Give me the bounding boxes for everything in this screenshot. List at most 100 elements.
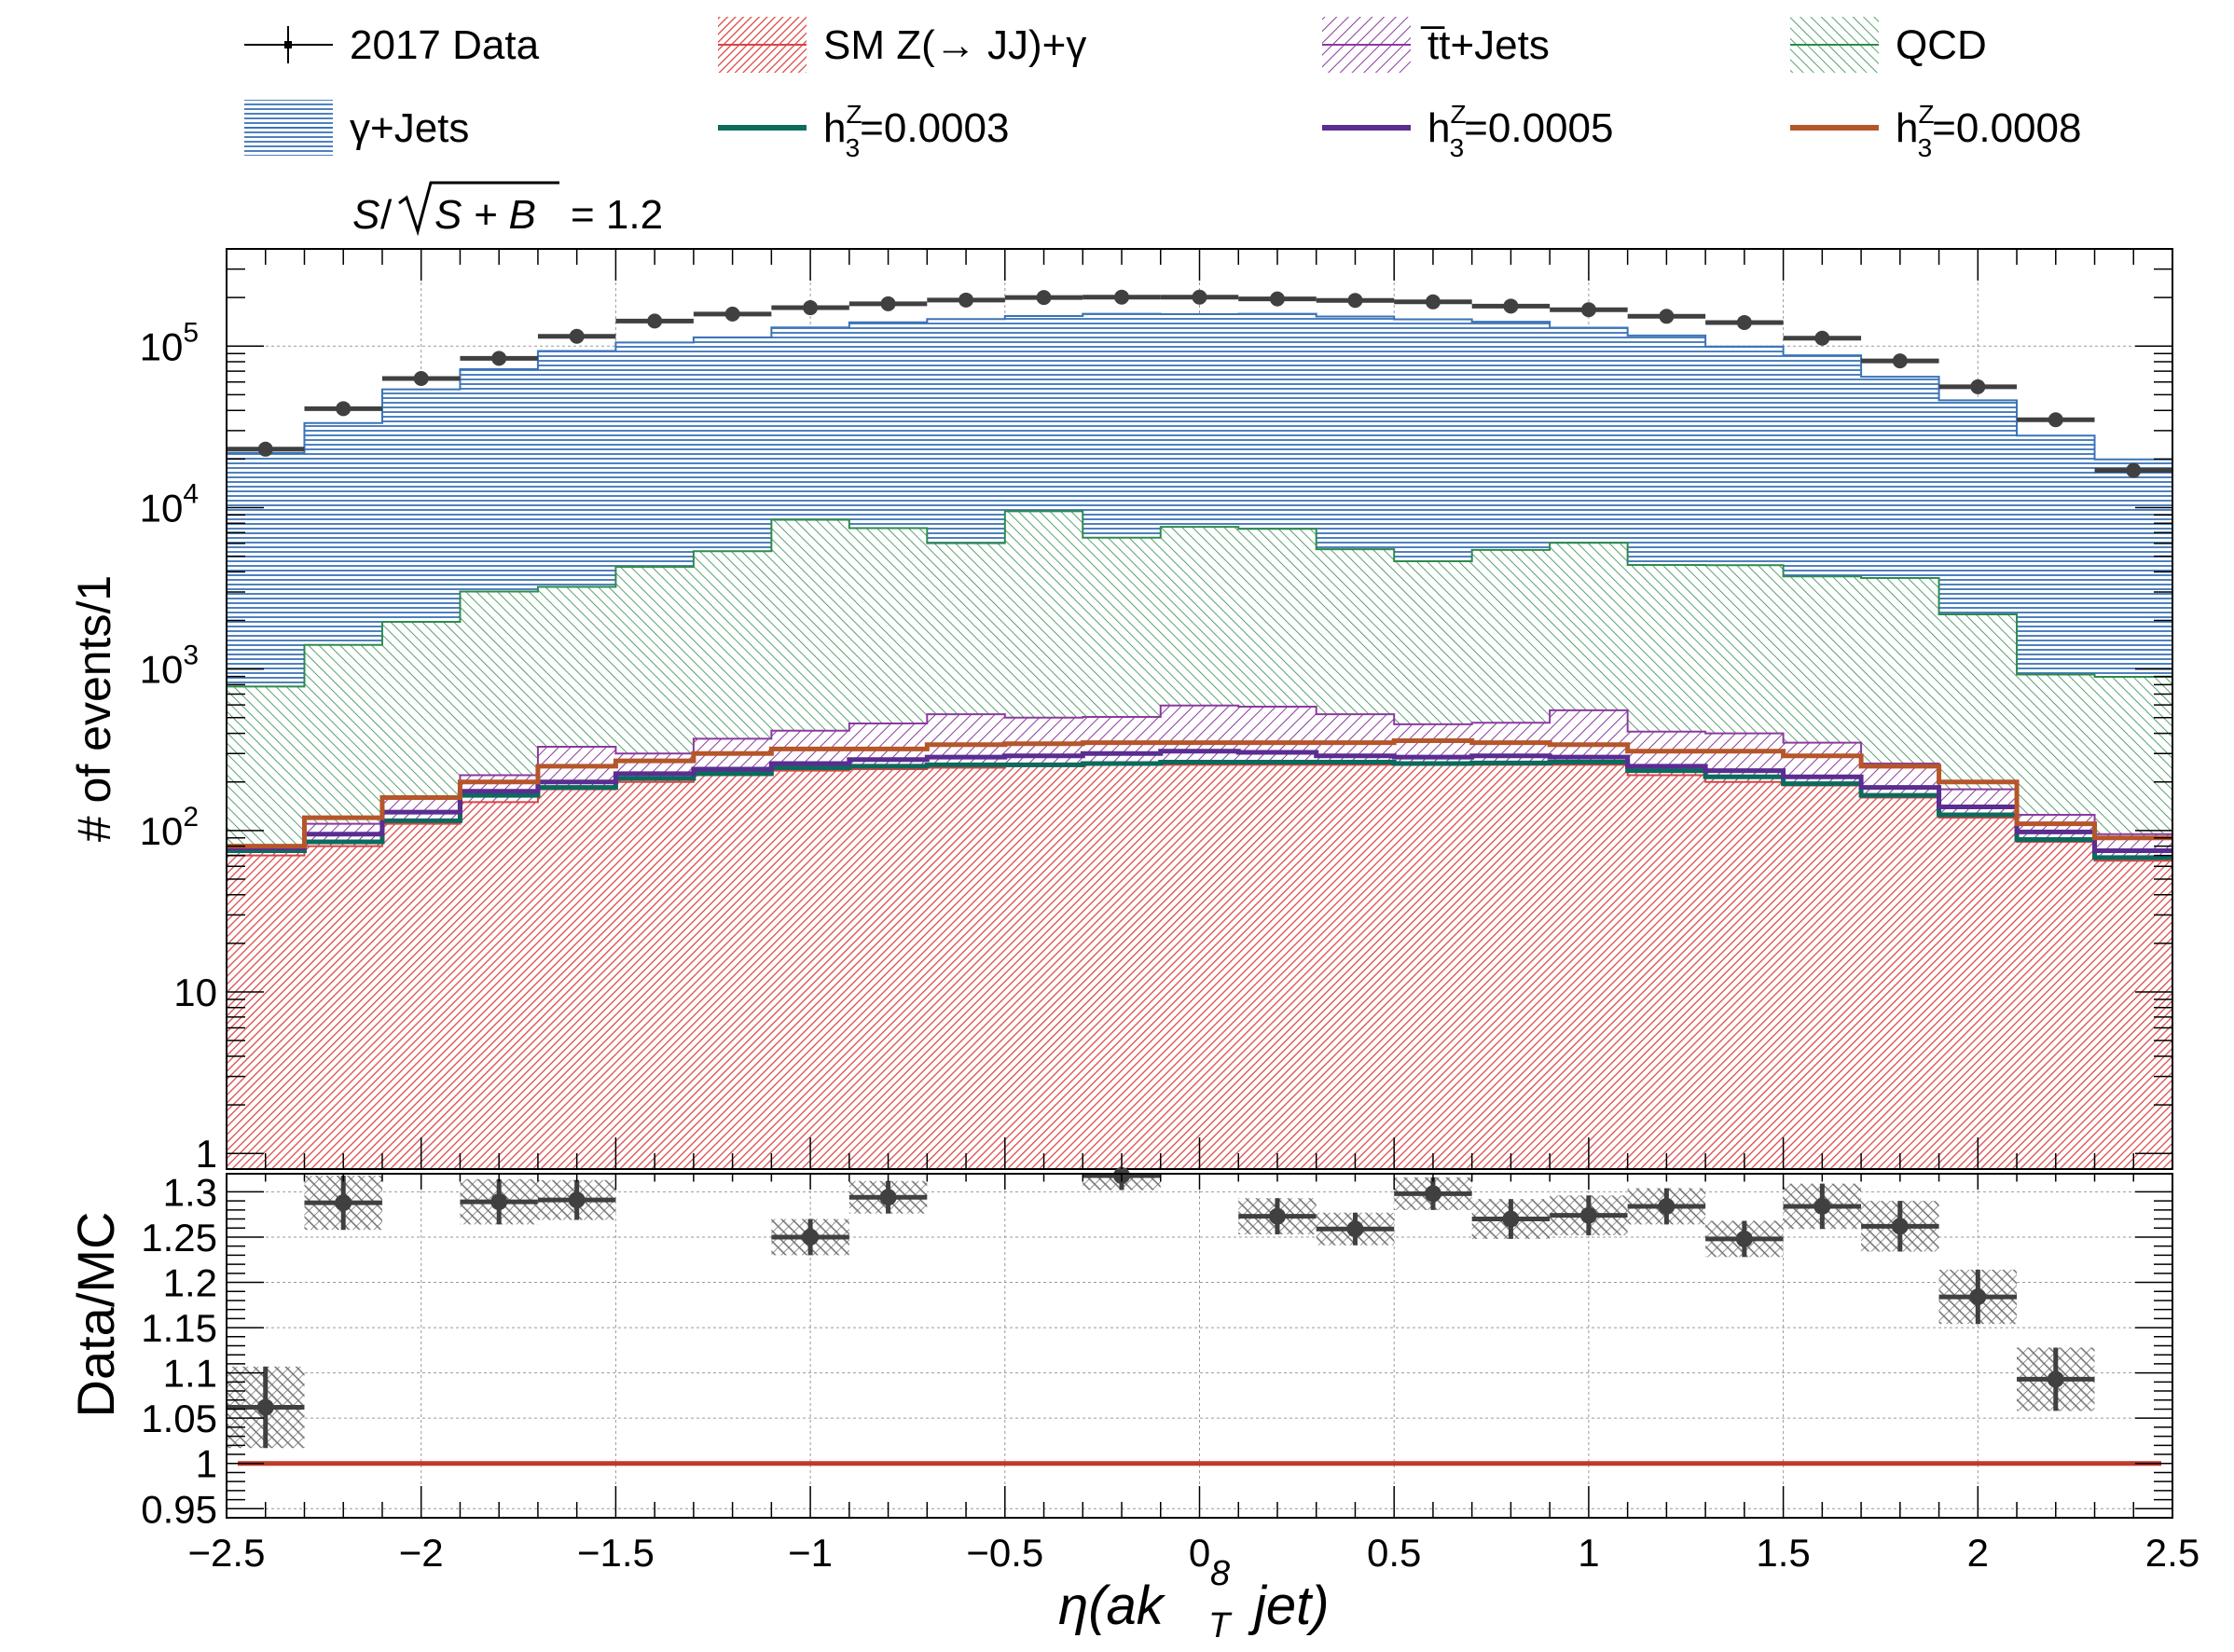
stack-bin — [1471, 764, 1551, 1169]
legend-label: SM Z(→ JJ)+γ — [823, 22, 1086, 68]
legend-item: SM Z(→ JJ)+γ — [718, 17, 1086, 73]
data-point — [2126, 462, 2142, 478]
legend-item: hZ 3=0.0005 — [1322, 100, 1613, 162]
legend-label: t̅t+Jets — [1421, 22, 1550, 68]
top-y-axis: 1 10 102 103 104 105 — [140, 248, 2172, 1176]
stack-bin — [1160, 764, 1239, 1169]
ratio-x-tick-label: 1 — [1578, 1531, 1599, 1575]
significance-label: S / S + B = 1.2 — [352, 181, 663, 238]
stack-bin — [1861, 797, 1940, 1169]
data-point — [1580, 302, 1596, 318]
ratio-y-tick-label: 1.15 — [141, 1306, 217, 1350]
x-axis-title-sub: T — [1208, 1606, 1233, 1645]
stack-bin — [1783, 785, 1862, 1169]
stack-bin — [227, 855, 305, 1169]
ratio-point-group — [848, 1180, 928, 1214]
legend-item: QCD — [1790, 17, 1987, 73]
data-point — [2048, 412, 2063, 428]
stack-bin — [1316, 764, 1395, 1169]
data-point — [1659, 309, 1675, 324]
data-point — [1736, 314, 1752, 330]
ratio-point — [1658, 1197, 1676, 1215]
ratio-x-tick-label: −2.5 — [188, 1531, 266, 1575]
ratio-x-tick-label: −1 — [788, 1531, 833, 1575]
ratio-y-axis-title: Data/MC — [66, 1212, 125, 1418]
significance-denominator: S + B — [434, 192, 536, 238]
data-point — [1269, 291, 1285, 307]
x-axis-title-sup: 8 — [1210, 1554, 1230, 1593]
stack-bin — [460, 802, 539, 1169]
data-point — [1425, 294, 1441, 310]
signal-line — [227, 749, 2172, 853]
ratio-y-tick-label: 1.1 — [163, 1352, 217, 1396]
ratio-point-group — [1783, 1183, 1862, 1230]
ratio-x-tick-label: 0 — [1189, 1531, 1210, 1575]
ratio-point-group — [1550, 1195, 1628, 1236]
ratio-point — [879, 1189, 897, 1206]
data-point — [647, 313, 663, 329]
ratio-x-tick-label: 2.5 — [2145, 1531, 2200, 1575]
stack-bin — [1938, 818, 2018, 1169]
stack-bin — [381, 823, 461, 1169]
ratio-point — [1268, 1207, 1286, 1225]
stack-bin — [1083, 764, 1162, 1169]
ratio-y-tick-label: 1.25 — [141, 1216, 217, 1260]
data-point — [1814, 330, 1830, 346]
legend-label: 2017 Data — [350, 22, 540, 68]
top-y-axis-title: # of events/1 — [68, 575, 120, 842]
data-point — [257, 441, 273, 457]
top-y-tick-label: 102 — [140, 802, 199, 853]
ratio-y-tick-label: 1.2 — [163, 1261, 217, 1305]
data-point — [569, 328, 585, 344]
ratio-point-group — [304, 1175, 382, 1231]
stack-bin — [2017, 842, 2096, 1169]
data-point — [1036, 290, 1052, 306]
ratio-point — [2047, 1370, 2064, 1388]
stack-outline — [227, 510, 2172, 688]
ratio-x-tick-label: 1.5 — [1756, 1531, 1810, 1575]
stack-bin — [1705, 781, 1785, 1169]
ratio-point — [1969, 1288, 1987, 1306]
significance-value: = 1.2 — [571, 192, 663, 238]
stack-outline — [227, 704, 2172, 847]
data-point — [1503, 298, 1519, 314]
signal-line — [227, 737, 2172, 849]
data-point — [413, 371, 429, 387]
legend-label: γ+Jets — [350, 105, 469, 151]
ratio-point — [1891, 1218, 1909, 1235]
stack-bin — [615, 781, 695, 1169]
ratio-point-group — [2017, 1347, 2095, 1411]
data-point — [724, 306, 740, 322]
main-histogram-panel: 1 10 102 103 104 105 # of events/1 — [68, 248, 2173, 1176]
stack-outline — [227, 312, 2172, 461]
ratio-point — [802, 1228, 820, 1246]
data-points — [227, 289, 2172, 478]
legend-item: γ+Jets — [244, 100, 469, 156]
stack-hatch-red — [227, 764, 2173, 1169]
stack-bin — [927, 767, 1006, 1169]
stack-bin — [304, 846, 383, 1169]
ratio-point-group — [1238, 1198, 1317, 1235]
ratio-point — [568, 1191, 586, 1209]
ratio-point — [490, 1193, 508, 1211]
data-point — [336, 401, 352, 417]
ratio-x-tick-label: −0.5 — [966, 1531, 1043, 1575]
stack-bin — [537, 789, 616, 1169]
data-point — [1892, 353, 1908, 369]
stack-bin — [1550, 764, 1629, 1169]
ratio-y-tick-label: 0.95 — [141, 1487, 217, 1531]
legend-label: hZ 3=0.0005 — [1427, 100, 1613, 162]
ratio-point — [1813, 1197, 1831, 1215]
legend-label: hZ 3=0.0003 — [823, 100, 1009, 162]
top-y-tick-label: 104 — [140, 478, 199, 530]
ratio-x-tick-label: −2 — [399, 1531, 444, 1575]
ratio-point-group — [1316, 1212, 1395, 1246]
ratio-x-tick-label: 2 — [1967, 1531, 1989, 1575]
ratio-point — [1424, 1185, 1441, 1203]
legend-item: 2017 Data — [244, 22, 540, 68]
ratio-point-group — [460, 1178, 538, 1225]
stack-bin — [2094, 860, 2173, 1169]
